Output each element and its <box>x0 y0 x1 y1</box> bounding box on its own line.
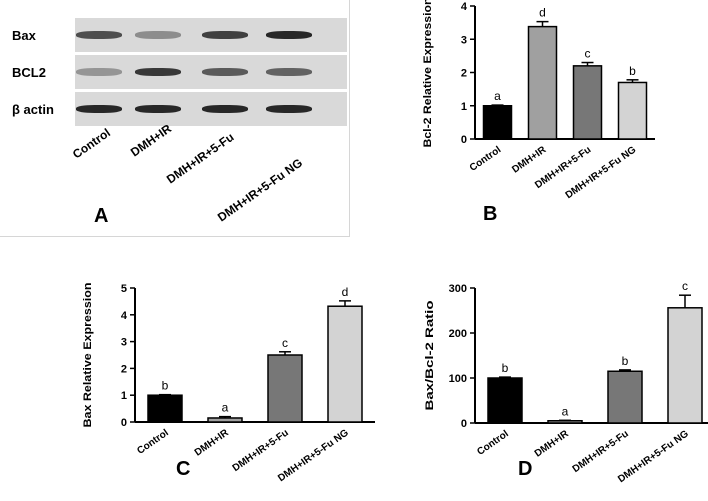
panel-letter-d: D <box>518 458 533 480</box>
bar <box>607 370 643 424</box>
y-tick-label: 1 <box>121 390 127 402</box>
x-tick-label: DMH+IR+5-Fu <box>231 427 291 474</box>
blot-band <box>202 31 248 39</box>
blot-category-label: DMH+IR+5-Fu NG <box>215 155 305 225</box>
y-tick-label: 4 <box>461 1 468 13</box>
significance-letter: d <box>342 285 349 299</box>
significance-letter: b <box>162 379 169 393</box>
y-tick-label: 0 <box>461 418 467 430</box>
significance-letter: c <box>585 47 591 61</box>
panel-letter-b: B <box>483 203 498 225</box>
panel-letter-a: A <box>94 205 109 227</box>
bar <box>482 105 513 140</box>
significance-letter: a <box>222 401 229 415</box>
bar <box>547 420 583 424</box>
blot-band <box>202 68 248 76</box>
bar <box>207 417 243 423</box>
y-tick-label: 2 <box>121 363 127 375</box>
blot-strip <box>75 92 347 126</box>
x-tick-label: DMH+IR <box>510 144 549 176</box>
x-tick-label: DMH+IR <box>533 428 572 460</box>
blot-band <box>135 105 181 113</box>
y-tick-label: 3 <box>121 337 127 349</box>
significance-letter: c <box>282 336 288 350</box>
y-tick-label: 2 <box>461 68 467 80</box>
significance-letter: b <box>622 354 629 368</box>
x-tick-label: Control <box>135 427 171 457</box>
blot-strip <box>75 55 347 89</box>
y-tick-label: 0 <box>121 417 127 429</box>
significance-letter: a <box>562 404 569 418</box>
blot-band <box>202 105 248 113</box>
bcl2-expression-chart: 0 1 2 3 4 Bcl-2 Relative Expression a Control d D… <box>422 0 655 201</box>
bar <box>527 25 558 140</box>
y-tick-label: 300 <box>449 283 467 295</box>
blot-strip <box>75 18 347 52</box>
bar <box>617 81 648 140</box>
x-tick-label: DMH+IR+5-Fu <box>571 428 631 475</box>
blot-band <box>266 31 312 39</box>
significance-letter: d <box>539 6 546 20</box>
x-tick-label: DMH+IR <box>193 427 232 459</box>
blot-category-label: DMH+IR <box>128 121 174 160</box>
y-tick-label: 200 <box>449 328 467 340</box>
significance-letter: b <box>629 64 636 78</box>
y-tick-label: 5 <box>121 283 127 295</box>
blot-band <box>266 68 312 76</box>
blot-row-label: Bax <box>12 28 36 43</box>
y-axis-label: Bax Relative Expression <box>82 282 94 427</box>
blot-band <box>135 68 181 76</box>
y-axis-label: Bax/Bcl-2 Ratio <box>424 300 436 410</box>
y-tick-label: 0 <box>461 134 467 146</box>
bar <box>487 377 523 424</box>
panel-letter-c: C <box>176 458 191 480</box>
x-tick-label: Control <box>468 144 504 174</box>
y-tick-label: 4 <box>121 310 128 322</box>
y-tick-label: 3 <box>461 34 467 46</box>
bar <box>572 65 603 140</box>
blot-band <box>76 31 122 39</box>
blot-category-label: DMH+IR+5-Fu <box>164 129 237 187</box>
x-tick-label: Control <box>475 428 511 458</box>
western-blot-panel: Bax BCL2 β actin Control DMH+IR DMH+IR+5-Fu DM… <box>0 0 350 237</box>
blot-band <box>266 105 312 113</box>
bar <box>147 394 183 423</box>
y-tick-label: 1 <box>461 101 467 113</box>
bar <box>267 354 303 423</box>
blot-row-label: BCL2 <box>12 65 46 80</box>
blot-band <box>76 68 122 76</box>
bar <box>667 307 703 424</box>
blot-band <box>76 105 122 113</box>
significance-letter: a <box>494 89 501 103</box>
bar <box>327 305 363 423</box>
blot-category-label: Control <box>70 125 113 162</box>
significance-letter: c <box>682 279 688 293</box>
y-tick-label: 100 <box>449 373 467 385</box>
blot-row-label: β actin <box>12 102 54 117</box>
y-axis-label: Bcl-2 Relative Expression <box>422 0 434 148</box>
significance-letter: b <box>502 361 509 375</box>
blot-band <box>135 31 181 39</box>
